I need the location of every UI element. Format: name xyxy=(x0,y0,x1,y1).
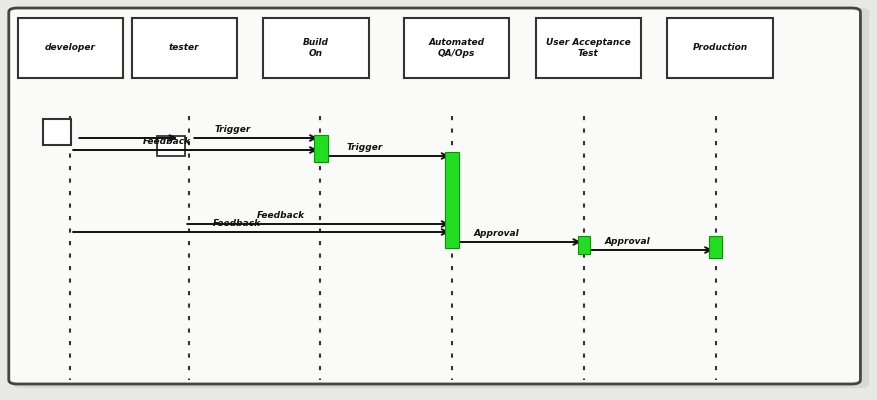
Text: Build
On: Build On xyxy=(303,38,329,58)
FancyBboxPatch shape xyxy=(403,18,509,78)
Bar xyxy=(709,236,721,258)
Bar xyxy=(314,135,328,162)
FancyBboxPatch shape xyxy=(18,18,123,78)
FancyBboxPatch shape xyxy=(667,18,772,78)
Bar xyxy=(577,236,589,254)
Text: Trigger: Trigger xyxy=(214,125,251,134)
Bar xyxy=(445,152,459,248)
FancyBboxPatch shape xyxy=(132,18,237,78)
Text: Feedback: Feedback xyxy=(213,219,260,228)
Text: developer: developer xyxy=(45,44,96,52)
Text: tester: tester xyxy=(169,44,199,52)
Text: User Acceptance
Test: User Acceptance Test xyxy=(545,38,630,58)
Text: Feedback: Feedback xyxy=(257,211,304,220)
FancyBboxPatch shape xyxy=(157,136,185,156)
Text: Approval: Approval xyxy=(604,237,650,246)
FancyBboxPatch shape xyxy=(535,18,640,78)
FancyBboxPatch shape xyxy=(9,8,859,384)
FancyBboxPatch shape xyxy=(43,119,71,145)
Text: Feedback: Feedback xyxy=(143,137,190,146)
Text: Approval: Approval xyxy=(473,229,518,238)
FancyBboxPatch shape xyxy=(263,18,368,78)
Text: Automated
QA/Ops: Automated QA/Ops xyxy=(428,38,484,58)
FancyBboxPatch shape xyxy=(13,8,868,388)
Text: Production: Production xyxy=(692,44,746,52)
Text: Trigger: Trigger xyxy=(346,143,382,152)
